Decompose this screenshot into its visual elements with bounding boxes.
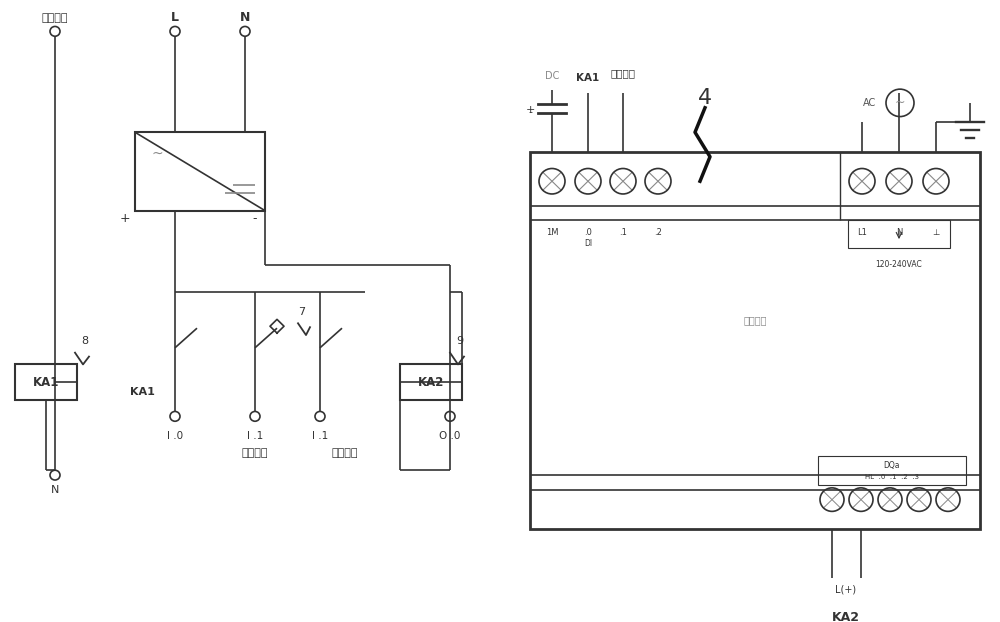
Text: KA2: KA2 [832,611,860,622]
Text: 磁感开关: 磁感开关 [743,315,767,325]
Text: N: N [896,228,902,237]
Text: 1M: 1M [546,228,558,237]
Text: KA1: KA1 [33,376,59,389]
Text: -: - [528,107,532,117]
Bar [15,364,77,400]
Text: ~: ~ [895,96,905,109]
Text: L(+): L(+) [835,585,857,595]
Bar [135,132,265,211]
Text: .1: .1 [619,228,627,237]
Text: ~: ~ [151,147,163,161]
Text: 7: 7 [298,307,306,317]
Text: +: + [525,104,535,114]
Text: 磁感开关: 磁感开关 [610,68,636,78]
Text: 9: 9 [456,336,464,346]
Text: 8: 8 [81,336,89,346]
Text: I .1: I .1 [312,431,328,441]
Text: DQa: DQa [884,461,900,470]
Bar [530,152,980,529]
Bar [400,364,462,400]
Text: .0: .0 [584,228,592,237]
Text: N: N [51,485,59,495]
Text: 复位按钮: 复位按钮 [332,448,358,458]
Text: 120-240VAC: 120-240VAC [876,260,922,269]
Text: .2: .2 [654,228,662,237]
Text: +: + [120,212,130,225]
Text: 运行信号: 运行信号 [42,12,68,22]
Text: -: - [253,212,257,225]
Text: L1: L1 [857,228,867,237]
Text: ⊥: ⊥ [932,228,940,237]
Text: L: L [171,11,179,24]
Text: N: N [240,11,250,24]
Text: AC: AC [863,98,877,108]
Bar [818,455,966,485]
Text: HL  .0  .1  .2  .3: HL .0 .1 .2 .3 [865,474,919,480]
Text: DC: DC [545,72,559,81]
Text: I .0: I .0 [167,431,183,441]
Text: 4: 4 [698,88,712,108]
Text: KA2: KA2 [418,376,444,389]
Text: KA1: KA1 [130,387,155,397]
Text: DI: DI [584,239,592,248]
Text: 磁感开关: 磁感开关 [242,448,268,458]
Text: I .1: I .1 [247,431,263,441]
Text: KA1: KA1 [576,73,600,83]
Text: O .0: O .0 [439,431,461,441]
Bar [848,220,950,248]
